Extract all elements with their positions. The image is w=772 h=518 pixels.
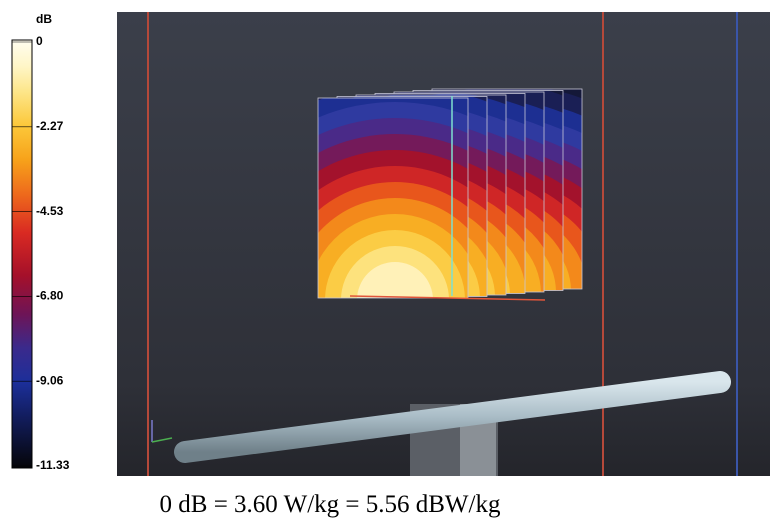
base-line <box>349 295 546 301</box>
colorbar-label: -9.06 <box>36 373 64 387</box>
colorbar-label: -6.80 <box>36 289 64 303</box>
slice <box>317 97 469 299</box>
slice-edge <box>317 97 469 299</box>
colorbar-unit: dB <box>36 12 52 26</box>
colorbar-labels: 0 -2.27 -4.53 -6.80 -9.06 -11.33 <box>12 34 70 472</box>
axis-icon <box>151 437 173 443</box>
caption: 0 dB = 3.60 W/kg = 5.56 dBW/kg <box>160 491 501 518</box>
colorbar-label: -11.33 <box>36 458 70 472</box>
colorbar-label: -4.53 <box>36 204 64 218</box>
slice-band <box>357 262 433 298</box>
colorbar-label: 0 <box>36 34 43 48</box>
colorbar-label: -2.27 <box>36 119 64 133</box>
pipe <box>174 371 731 463</box>
slice-bands <box>318 98 468 298</box>
colorbar <box>11 39 33 469</box>
sar-volume <box>317 88 583 301</box>
